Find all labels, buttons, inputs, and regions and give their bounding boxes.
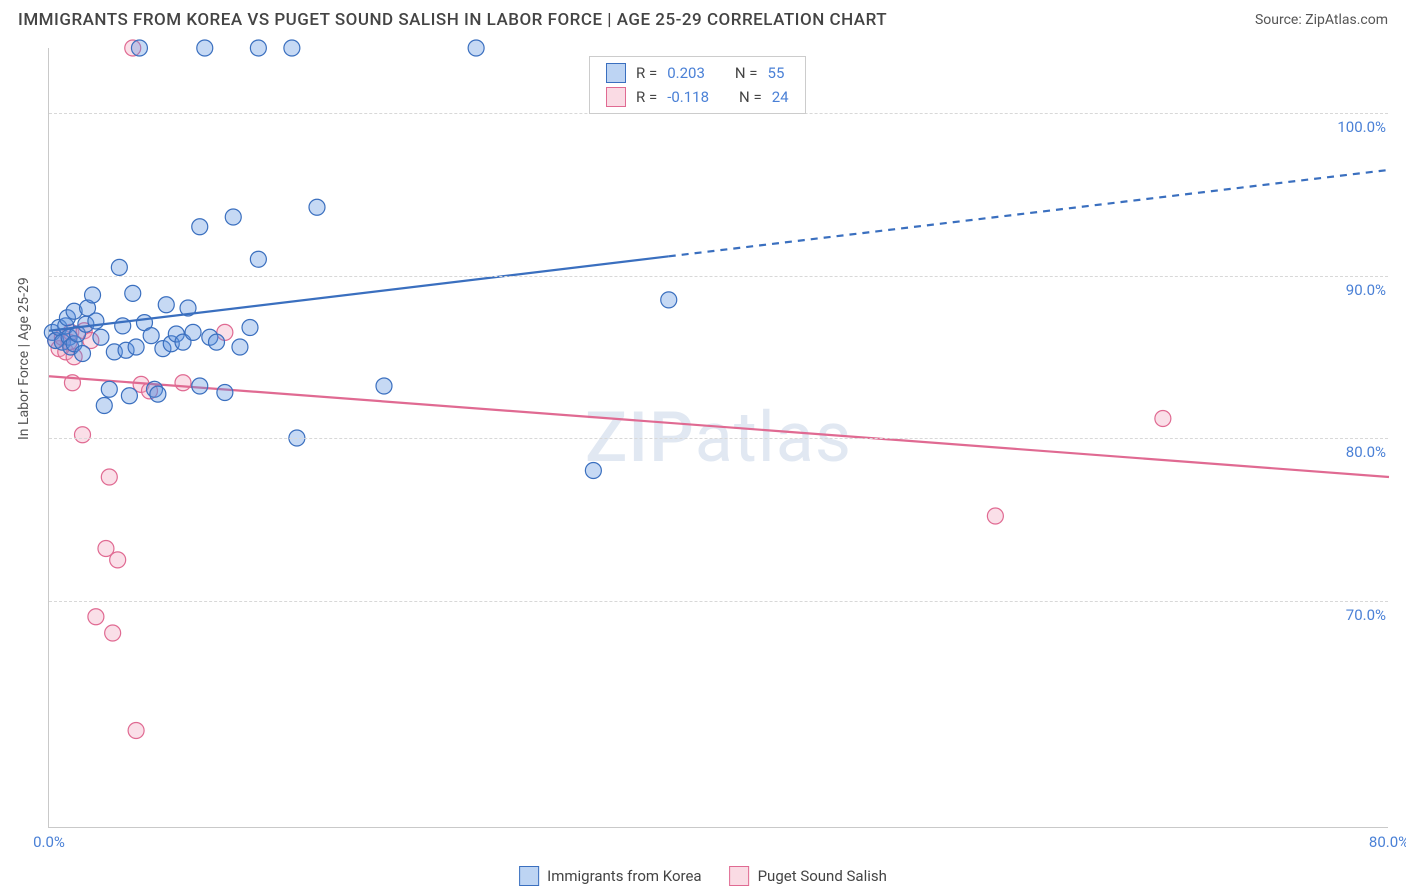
legend-swatch-korea	[519, 866, 539, 886]
xtick-label: 0.0%	[33, 833, 65, 851]
ytick-label: 90.0%	[1342, 281, 1390, 299]
legend-swatch-salish	[606, 87, 626, 107]
correlation-legend: R = 0.203 N = 55 R = -0.118 N = 24	[589, 56, 806, 114]
ytick-label: 100.0%	[1333, 118, 1390, 136]
source-label: Source: ZipAtlas.com	[1255, 12, 1388, 28]
series-legend: Immigrants from Korea Puget Sound Salish	[519, 866, 887, 886]
y-axis-label: In Labor Force | Age 25-29	[16, 277, 32, 440]
ytick-label: 80.0%	[1342, 443, 1390, 461]
legend-item-salish: Puget Sound Salish	[730, 866, 887, 886]
legend-row-salish: R = -0.118 N = 24	[590, 85, 805, 109]
chart-title: IMMIGRANTS FROM KOREA VS PUGET SOUND SAL…	[18, 10, 887, 30]
xtick-label: 80.0%	[1369, 833, 1406, 851]
legend-item-korea: Immigrants from Korea	[519, 866, 701, 886]
legend-swatch-korea	[606, 63, 626, 83]
legend-row-korea: R = 0.203 N = 55	[590, 61, 805, 85]
chart-plot-area: ZIPatlas R = 0.203 N = 55 R = -0.118 N =…	[48, 48, 1388, 828]
ytick-label: 70.0%	[1342, 606, 1390, 624]
legend-swatch-salish	[730, 866, 750, 886]
